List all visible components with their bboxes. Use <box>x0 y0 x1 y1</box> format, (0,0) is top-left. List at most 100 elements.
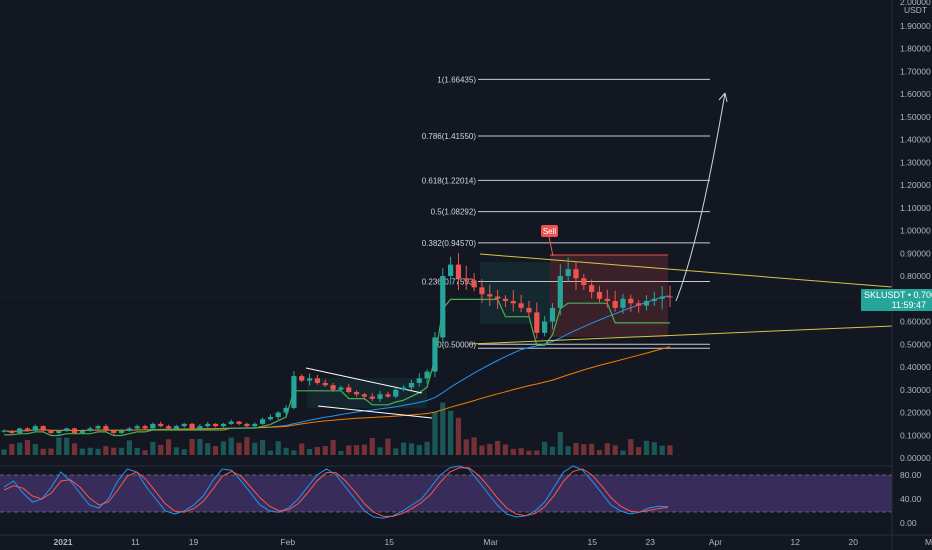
volume-bar <box>267 450 273 455</box>
candle-body <box>306 378 313 381</box>
candle-body <box>126 428 132 431</box>
candle-body <box>353 392 360 395</box>
volume-bar <box>71 443 78 455</box>
volume-bar <box>620 450 626 455</box>
volume-bar <box>56 437 62 455</box>
volume-bar <box>542 441 548 455</box>
volume-bar <box>40 448 46 455</box>
date-tick-label: 11 <box>131 537 140 547</box>
volume-bar <box>518 448 524 455</box>
volume-bar <box>165 439 172 455</box>
volume-bar <box>134 447 140 455</box>
volume-bar <box>111 447 117 455</box>
volume-bar <box>353 445 360 455</box>
fib-level-label: 0.236(0.77593) <box>422 277 477 286</box>
volume-bar <box>424 441 430 455</box>
price-tick-label: 0.20000 <box>900 408 931 418</box>
candle-body <box>103 426 109 431</box>
date-tick-label: Mar <box>483 537 498 547</box>
volume-bar <box>573 443 579 455</box>
fib-level-label: 0(0.50000) <box>437 340 476 349</box>
volume-bar <box>526 450 532 455</box>
volume-bar <box>440 402 446 455</box>
volume-bar <box>150 441 156 455</box>
volume-bar <box>581 444 587 455</box>
volume-bar <box>314 447 321 455</box>
date-tick-label: Apr <box>709 537 722 547</box>
volume-bar <box>557 432 563 455</box>
candle-body <box>275 412 281 418</box>
candle-body <box>487 294 493 297</box>
current-price: 0.70626 <box>913 290 932 300</box>
volume-bar <box>158 444 164 455</box>
candle-body <box>346 387 352 393</box>
date-tick-label: 15 <box>385 537 395 547</box>
volume-bar <box>502 444 509 455</box>
candle-body <box>361 394 368 397</box>
price-tick-label: 1.00000 <box>900 226 931 236</box>
trailing-stop-line <box>4 298 670 437</box>
candle-body <box>471 280 477 288</box>
price-tick-label: 1.70000 <box>900 66 931 76</box>
candle-body <box>416 378 422 383</box>
volume-bar <box>87 447 93 455</box>
price-tick-label: 0.40000 <box>900 362 931 372</box>
price-tick-label: 0.80000 <box>900 271 931 281</box>
volume-bar <box>126 440 132 455</box>
date-tick-label: 23 <box>646 537 656 547</box>
fib-level-label: 1(1.66435) <box>437 75 476 84</box>
date-tick-label: 2021 <box>54 537 73 547</box>
candle-body <box>534 312 540 333</box>
volume-bar <box>173 447 179 455</box>
volume-bar <box>212 445 219 455</box>
candle-body <box>432 337 438 372</box>
volume-bar <box>236 442 242 455</box>
price-tick-label: 0.00000 <box>900 453 931 463</box>
candle-body <box>330 385 336 390</box>
volume-bar <box>24 440 31 455</box>
sell-signal-badge <box>541 225 558 237</box>
price-tick-label: 1.90000 <box>900 21 931 31</box>
volume-bar <box>510 448 516 455</box>
volume-bar <box>330 439 336 455</box>
candle-body <box>48 430 54 433</box>
candle-body <box>150 423 156 429</box>
volume-bar <box>534 450 540 455</box>
candle-body <box>424 371 430 379</box>
candle-body <box>32 426 38 431</box>
price-tick-label: 0.50000 <box>900 339 931 349</box>
volume-bar <box>291 450 297 455</box>
fib-level-label: 0.618(1.22014) <box>422 176 477 185</box>
price-tick-label: 1.40000 <box>900 135 931 145</box>
candle-body <box>557 276 563 308</box>
candle-body <box>56 430 62 433</box>
volume-bar <box>471 437 477 455</box>
volume-bar <box>385 438 391 455</box>
arrow-head-icon <box>718 92 728 103</box>
candle-body <box>495 296 501 299</box>
date-tick-label: 15 <box>588 537 598 547</box>
price-tick-label: 1.20000 <box>900 180 931 190</box>
candle-body <box>87 428 93 431</box>
volume-bar <box>220 441 226 455</box>
volume-bar <box>228 437 234 455</box>
volume-bar <box>589 443 595 455</box>
candle-body <box>448 264 454 276</box>
candle-body <box>565 269 571 276</box>
date-tick-label: Feb <box>280 537 295 547</box>
candle-body <box>291 376 297 408</box>
volume-bar <box>369 437 375 455</box>
fib-level-label: 0.382(0.94570) <box>422 239 477 248</box>
volume-bar <box>479 445 485 455</box>
candle-body <box>24 428 31 431</box>
fib-level-label: 0.5(1.08292) <box>431 208 477 217</box>
volume-bar <box>306 448 313 455</box>
date-tick-label: 20 <box>849 537 859 547</box>
candle-body <box>408 382 415 388</box>
candle-body <box>40 426 46 431</box>
price-tick-label: 1.80000 <box>900 44 931 54</box>
volume-bar <box>643 440 650 455</box>
price-tick-label: 1.30000 <box>900 157 931 167</box>
